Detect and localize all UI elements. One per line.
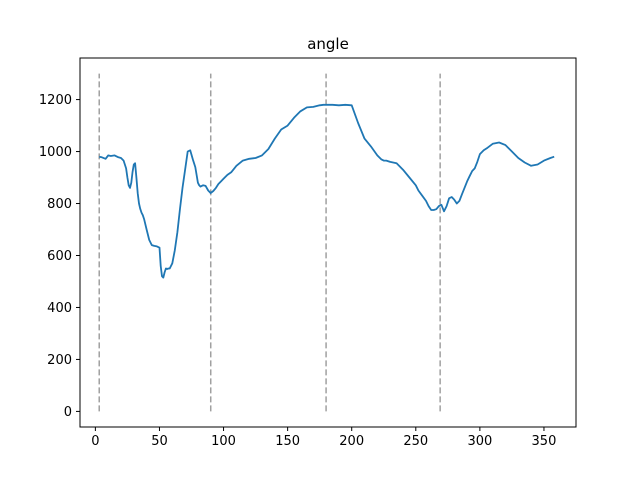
y-tick-label-800: 800 xyxy=(47,197,72,212)
x-tick-label-300: 300 xyxy=(467,434,492,449)
y-tick-label-1000: 1000 xyxy=(39,145,72,160)
x-axis: 0 50 100 150 200 250 300 350 xyxy=(91,427,556,449)
y-tick-label-400: 400 xyxy=(47,301,72,316)
y-axis: 0 200 400 600 800 1000 1200 xyxy=(39,93,80,420)
x-tick-label-50: 50 xyxy=(151,434,168,449)
y-tick-label-0: 0 xyxy=(64,405,72,420)
y-tick-label-1200: 1200 xyxy=(39,93,72,108)
y-tick-label-200: 200 xyxy=(47,353,72,368)
chart-title: angle xyxy=(307,35,349,53)
y-tick-label-600: 600 xyxy=(47,249,72,264)
x-tick-label-350: 350 xyxy=(532,434,557,449)
x-tick-label-150: 150 xyxy=(275,434,300,449)
x-tick-label-250: 250 xyxy=(403,434,428,449)
x-tick-label-0: 0 xyxy=(91,434,99,449)
series-layer xyxy=(98,103,555,279)
x-tick-label-200: 200 xyxy=(339,434,364,449)
plot-frame xyxy=(79,57,577,428)
vertical-markers xyxy=(98,73,441,412)
series-line-0 xyxy=(98,103,555,279)
x-tick-label-100: 100 xyxy=(211,434,236,449)
